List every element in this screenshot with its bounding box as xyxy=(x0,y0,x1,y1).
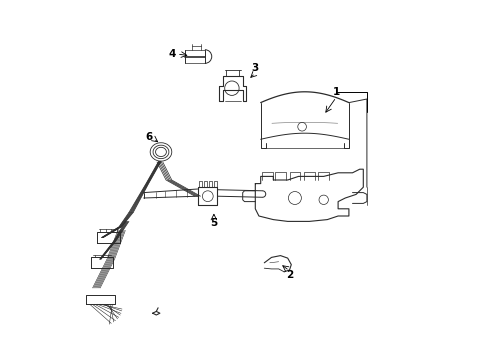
Text: 3: 3 xyxy=(251,63,258,73)
Text: 6: 6 xyxy=(145,132,152,142)
Text: 1: 1 xyxy=(332,87,339,97)
Text: 4: 4 xyxy=(168,49,176,59)
Text: 2: 2 xyxy=(285,270,292,280)
Text: 5: 5 xyxy=(210,218,217,228)
